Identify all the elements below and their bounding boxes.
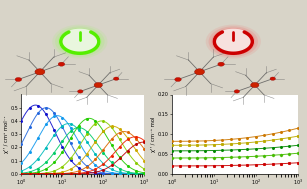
Circle shape <box>195 69 204 75</box>
Circle shape <box>218 62 224 66</box>
Circle shape <box>94 82 103 88</box>
Circle shape <box>59 29 101 54</box>
Circle shape <box>35 69 45 75</box>
Circle shape <box>175 77 181 81</box>
Circle shape <box>212 29 254 54</box>
Circle shape <box>113 77 119 80</box>
Circle shape <box>212 28 255 55</box>
Circle shape <box>78 90 83 93</box>
Circle shape <box>234 90 240 93</box>
Y-axis label: χ'' / cm⁻³ mol: χ'' / cm⁻³ mol <box>151 116 156 152</box>
Circle shape <box>55 26 105 57</box>
Circle shape <box>58 62 65 66</box>
Circle shape <box>206 25 261 59</box>
X-axis label: ν / Hz: ν / Hz <box>75 188 91 189</box>
X-axis label: ν / Hz: ν / Hz <box>227 188 243 189</box>
Circle shape <box>15 77 22 81</box>
Circle shape <box>208 26 258 57</box>
Y-axis label: χ'' / cm³ mol⁻¹: χ'' / cm³ mol⁻¹ <box>4 115 9 153</box>
Circle shape <box>58 28 102 55</box>
Circle shape <box>270 77 275 80</box>
Circle shape <box>52 25 107 59</box>
Circle shape <box>251 82 259 88</box>
